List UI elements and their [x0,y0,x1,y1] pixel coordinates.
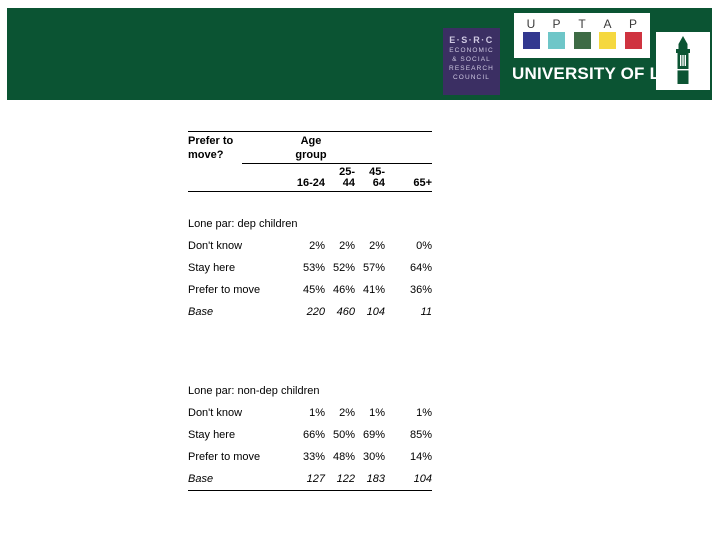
cell-value: 36% [409,284,432,296]
table-row: Don't know 1% 2% 1% 1% [188,407,432,420]
column-header: 16-24 [296,177,325,189]
cell-value: 14% [409,451,432,463]
uptap-color-square [548,32,565,49]
row-label: Stay here [188,429,236,441]
cell-value: 220 [306,306,325,318]
esrc-line: & SOCIAL [452,56,491,63]
cell-value: 45% [302,284,325,296]
cell-value: 46% [332,284,355,296]
uptap-item: P [624,17,642,49]
row-label: Don't know [188,240,243,252]
uptap-color-square [624,32,642,49]
esrc-logo: E·S·R·C ECONOMIC & SOCIAL RESEARCH COUNC… [443,28,500,95]
table-row-base: Base 220 460 104 11 [188,306,432,319]
uptap-item: P [548,18,565,49]
row-label: Prefer to move [188,284,261,296]
cell-value: 104 [413,473,432,485]
cell-value: 41% [362,284,385,296]
uptap-color-square [522,32,540,49]
cell-value: 122 [336,473,355,485]
esrc-line: ECONOMIC [449,47,494,54]
row-label: Base [188,306,214,318]
column-header: 45- 64 [369,166,385,189]
cell-value: 2% [339,407,355,419]
table-row: Prefer to move 45% 46% 41% 36% [188,284,432,297]
section-title: Lone par: non-dep children [188,385,320,397]
uptap-letter: P [552,17,561,31]
column-group-underline [242,163,432,164]
cell-value: 50% [332,429,355,441]
cell-value: 460 [336,306,355,318]
table-row: Stay here 66% 50% 69% 85% [188,429,432,442]
cell-value: 183 [366,473,385,485]
cell-value: 85% [409,429,432,441]
uptap-letter: P [628,17,637,31]
table-header-row-2: 16-24 25- 44 45- 64 65+ [188,164,432,192]
uptap-letter: T [578,17,586,31]
esrc-line: COUNCIL [453,74,490,81]
row-label: Stay here [188,262,236,274]
cell-value: 0% [416,240,432,252]
cell-value: 127 [306,473,325,485]
uptap-item: T [573,17,591,49]
cell-value: 2% [339,240,355,252]
cell-value: 48% [332,451,355,463]
table-header: Prefer to move? Age group 16-24 25- 44 4… [188,131,432,192]
cell-value: 52% [332,262,355,274]
uptap-item: U [522,17,540,49]
uptap-color-square [599,32,616,49]
cell-value: 2% [309,240,325,252]
table-header-row-1: Prefer to move? Age group [188,132,432,162]
column-header: 65+ [413,177,432,189]
column-group-header: Age group [295,135,327,161]
section-title: Lone par: dep children [188,218,298,230]
cell-value: 1% [416,407,432,419]
header-bar: E·S·R·C ECONOMIC & SOCIAL RESEARCH COUNC… [7,8,712,100]
cell-value: 53% [302,262,325,274]
table-row: Don't know 2% 2% 2% 0% [188,240,432,253]
esrc-acronym: E·S·R·C [449,35,494,45]
table-section-nondep-children: Lone par: non-dep children Don't know 1%… [188,385,432,491]
cell-value: 57% [362,262,385,274]
table-row: Stay here 53% 52% 57% 64% [188,262,432,275]
row-label: Prefer to move [188,451,261,463]
table-section-dep-children: Lone par: dep children Don't know 2% 2% … [188,218,432,319]
cell-value: 2% [369,240,385,252]
cell-value: 33% [302,451,325,463]
leeds-tower-icon [656,32,710,90]
cell-value: 1% [369,407,385,419]
cell-value: 66% [302,429,325,441]
uptap-color-square [573,32,591,49]
cell-value: 64% [409,262,432,274]
table-row: Prefer to move 33% 48% 30% 14% [188,451,432,464]
cell-value: 104 [366,306,385,318]
table-row-base: Base 127 122 183 104 [188,473,432,486]
uptap-letter: A [603,17,612,31]
column-header: 25- 44 [339,166,355,189]
row-variable-header: Prefer to move? [188,135,234,161]
row-label: Base [188,473,214,485]
cell-value: 1% [309,407,325,419]
uptap-item: A [599,18,616,49]
cell-value: 11 [420,306,432,318]
cell-value: 30% [362,451,385,463]
cell-value: 69% [362,429,385,441]
row-label: Don't know [188,407,243,419]
uptap-logo: U P T A P [514,13,650,58]
uptap-letter: U [526,17,536,31]
esrc-line: RESEARCH [449,65,494,72]
crosstab-table: Prefer to move? Age group 16-24 25- 44 4… [188,131,432,491]
